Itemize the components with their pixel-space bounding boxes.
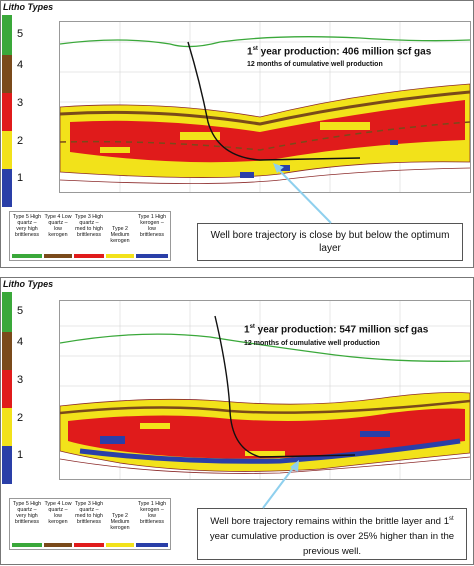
legend-bar-type5 [12, 543, 42, 547]
legend-bar-type1 [136, 543, 168, 547]
litho-legend-top: Type 5 High quartz – very high brittlene… [9, 211, 171, 261]
colorbar-type4 [2, 55, 12, 93]
litho-colorbar [2, 15, 12, 207]
subtitle-bottom: 12 months of cumulative well production [244, 340, 380, 347]
litho-legend-bottom: Type 5 High quartz – very high brittlene… [9, 498, 171, 550]
litho-num-1: 1 [17, 449, 24, 461]
litho-num-2: 2 [17, 135, 24, 147]
colorbar-type3 [2, 93, 12, 131]
callout-bottom-line2: year cumulative production is over 25% h… [209, 531, 455, 558]
legend-bar-type2 [106, 543, 134, 547]
callout-bottom: Well bore trajectory remains within the … [197, 508, 467, 560]
legend-type1: Type 1 High kerogen – low brittleness [137, 501, 167, 525]
arrow-top [273, 163, 332, 224]
cross-section-svg-bottom [59, 301, 471, 479]
litho-num-5: 5 [17, 28, 24, 40]
production-rest: year production: 406 million scf gas [257, 46, 432, 58]
legend-type2: Type 2 Medium kerogen [110, 513, 130, 531]
litho-types-title: Litho Types [3, 2, 54, 12]
legend-bar-type3 [74, 543, 104, 547]
cross-section-plot-top [59, 21, 471, 193]
callout-bottom-line1: Well bore trajectory remains within the … [210, 516, 442, 528]
production-rest: year production: 547 million scf gas [254, 324, 429, 336]
cross-section-plot-bottom [59, 300, 471, 480]
production-text-top: 1st year production: 406 million scf gas [247, 46, 431, 57]
legend-bar-type5 [12, 254, 42, 258]
cross-section-svg-top [59, 22, 471, 192]
litho-colorbar [2, 292, 12, 484]
colorbar-type2 [2, 131, 12, 169]
litho-num-5: 5 [17, 305, 24, 317]
legend-type5: Type 5 High quartz – very high brittlene… [12, 214, 42, 238]
legend-bar-type1 [136, 254, 168, 258]
colorbar-type1 [2, 446, 12, 484]
subtitle-top: 12 months of cumulative well production [247, 61, 383, 68]
legend-type1: Type 1 High kerogen – low brittleness [137, 214, 167, 238]
legend-bar-type4 [44, 254, 72, 258]
callout-top: Well bore trajectory is close by but bel… [197, 223, 463, 261]
production-text-bottom: 1st year production: 547 million scf gas [244, 324, 428, 335]
litho-num-3: 3 [17, 374, 24, 386]
legend-bar-type3 [74, 254, 104, 258]
colorbar-type4 [2, 332, 12, 370]
litho-num-2: 2 [17, 412, 24, 424]
legend-type3: Type 3 High quartz – med to high brittle… [74, 214, 104, 238]
arrow-bottom [262, 460, 299, 509]
colorbar-type5 [2, 15, 12, 55]
litho-types-title: Litho Types [3, 279, 54, 289]
colorbar-type2 [2, 408, 12, 446]
production-sup: st [249, 324, 255, 330]
legend-bar-type2 [106, 254, 134, 258]
litho-num-1: 1 [17, 172, 24, 184]
top-panel: Litho Types 5 4 3 2 1 [0, 0, 474, 268]
callout-bottom-ord: 1 [443, 516, 450, 528]
litho-num-3: 3 [17, 97, 24, 109]
legend-type2: Type 2 Medium kerogen [110, 226, 130, 244]
legend-type3: Type 3 High quartz – med to high brittle… [74, 501, 104, 525]
litho-num-4: 4 [17, 336, 24, 348]
colorbar-type3 [2, 370, 12, 408]
litho-num-4: 4 [17, 59, 24, 71]
bottom-panel: Litho Types 5 4 3 2 1 [0, 277, 474, 565]
production-ordinal: 1 [247, 46, 253, 58]
legend-type5: Type 5 High quartz – very high brittlene… [12, 501, 42, 525]
callout-bottom-sup: st [449, 516, 454, 522]
legend-type4: Type 4 Low quartz – low kerogen [44, 214, 72, 238]
production-sup: st [252, 46, 258, 52]
colorbar-type5 [2, 292, 12, 332]
colorbar-type1 [2, 169, 12, 207]
production-ordinal: 1 [244, 324, 250, 336]
callout-top-text: Well bore trajectory is close by but bel… [210, 230, 450, 254]
legend-bar-type4 [44, 543, 72, 547]
legend-type4: Type 4 Low quartz – low kerogen [44, 501, 72, 525]
